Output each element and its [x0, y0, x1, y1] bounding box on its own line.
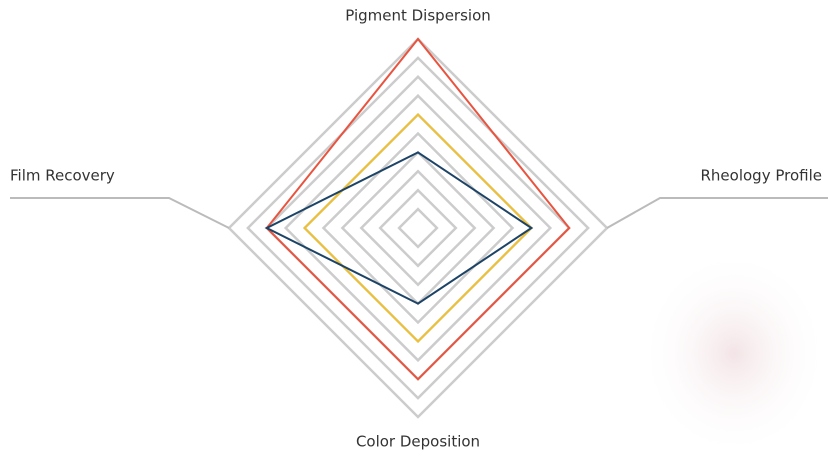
axis-leader [10, 197, 230, 229]
axis-leader [606, 197, 828, 229]
grid-ring [359, 169, 477, 287]
grid-ring [283, 93, 553, 363]
grid-ring [246, 56, 590, 400]
grid-ring [302, 112, 534, 344]
grid-ring [340, 150, 496, 306]
grid-ring [321, 131, 515, 325]
axis-label: Color Deposition [356, 433, 480, 451]
series-line [264, 151, 534, 305]
axis-label: Rheology Profile [701, 167, 823, 185]
axis-label: Film Recovery [10, 167, 115, 185]
grid-ring [378, 188, 458, 268]
series-line [303, 113, 533, 343]
grid-ring [227, 37, 609, 419]
background-decoration [640, 250, 828, 457]
grid-ring [265, 75, 571, 381]
series-line [265, 37, 571, 381]
grid-ring [397, 207, 439, 249]
axis-label: Pigment Dispersion [345, 7, 491, 25]
